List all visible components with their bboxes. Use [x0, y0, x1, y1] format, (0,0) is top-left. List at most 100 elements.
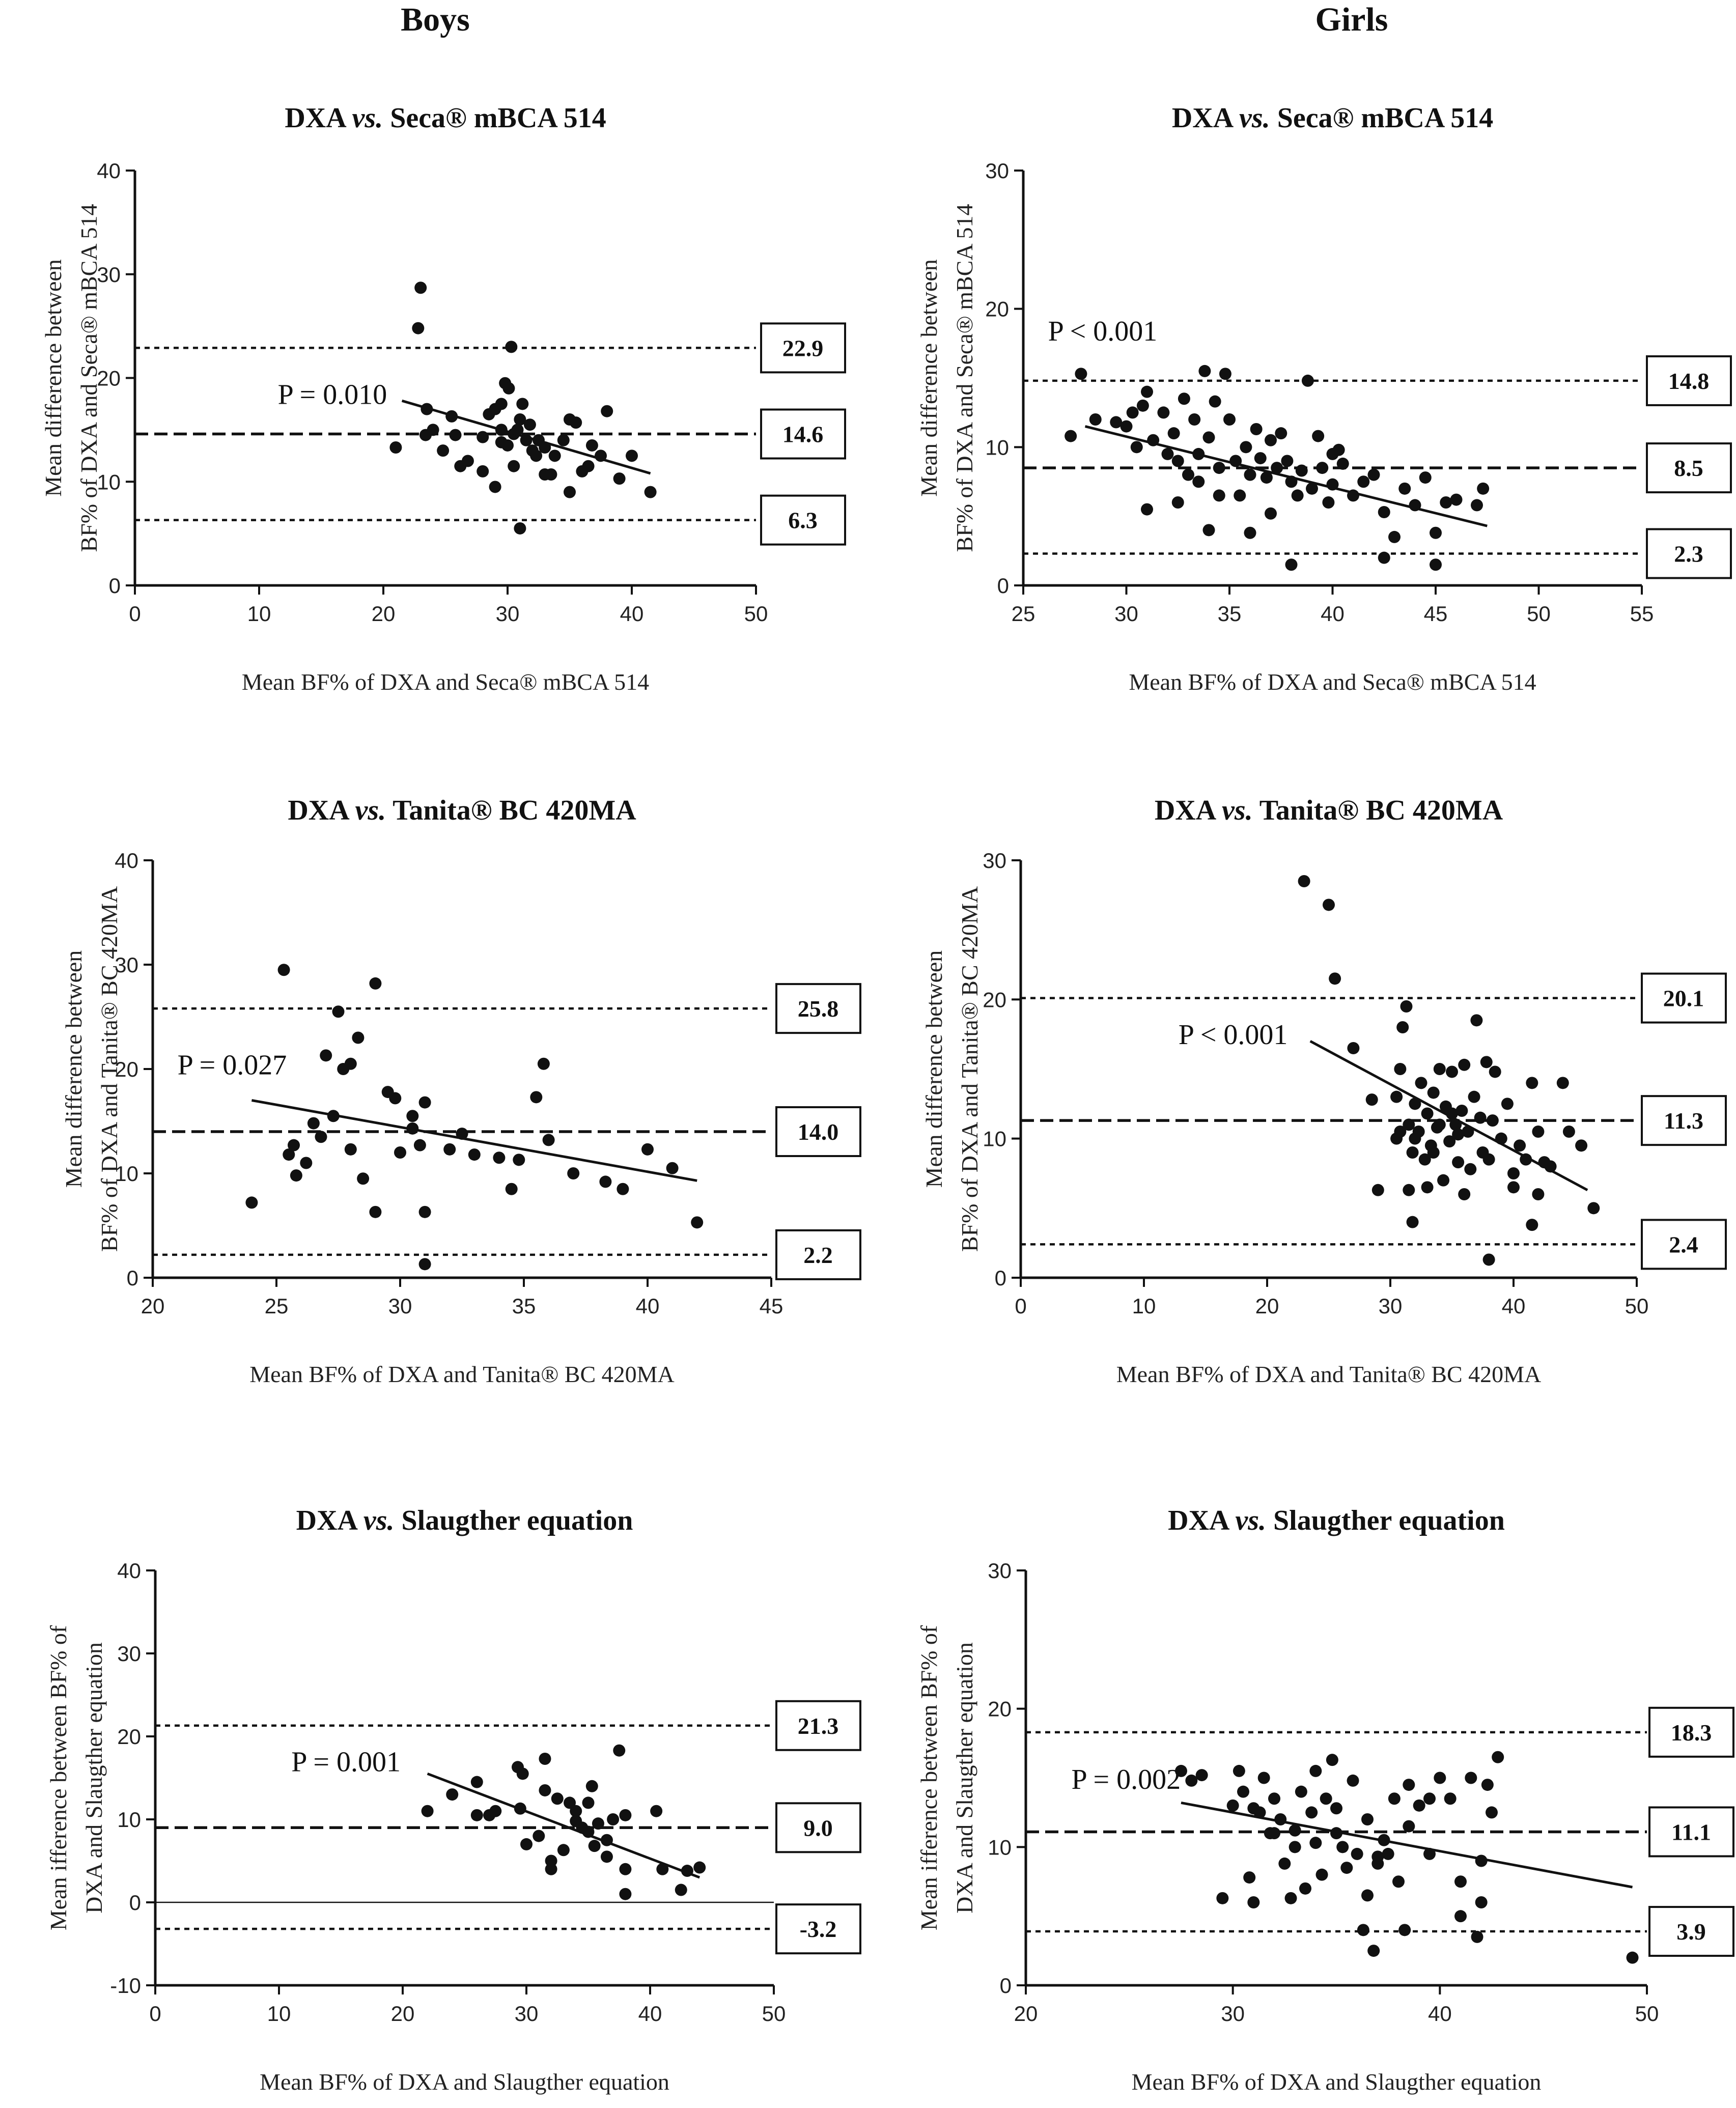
- y-tick-label: 40: [115, 849, 138, 873]
- data-point: [523, 418, 536, 431]
- data-point: [1556, 1077, 1569, 1089]
- x-tick-label: 0: [149, 2002, 161, 2026]
- x-tick-label: 20: [1255, 1294, 1279, 1318]
- y-axis-label-line-2: BF% of DXA and Seca® mBCA 514: [76, 204, 102, 552]
- lower-loa-label: 2.4: [1669, 1231, 1698, 1257]
- chart-title-vs: vs.: [355, 795, 386, 826]
- y-axis-label-line-2: DXA and Slaugther equation: [81, 1642, 107, 1914]
- mean-difference-box: [1646, 442, 1732, 494]
- data-point: [1406, 1216, 1419, 1228]
- data-point: [1471, 499, 1483, 512]
- data-point: [1330, 1802, 1342, 1815]
- data-point: [1315, 1868, 1328, 1881]
- data-point: [1316, 462, 1329, 474]
- data-point: [1562, 1126, 1575, 1138]
- data-point: [1147, 434, 1160, 446]
- y-tick-label: 30: [988, 1559, 1012, 1583]
- data-point: [1477, 482, 1490, 495]
- data-point: [1495, 1132, 1507, 1145]
- data-point: [1219, 368, 1231, 380]
- chart-title-prefix: DXA: [288, 795, 355, 826]
- data-point: [1403, 1118, 1415, 1131]
- data-point: [1223, 413, 1236, 426]
- x-tick-label: 30: [496, 602, 520, 626]
- data-point: [470, 1809, 483, 1821]
- data-point: [1110, 416, 1123, 429]
- data-point: [508, 460, 520, 472]
- data-point: [1329, 972, 1341, 985]
- data-point: [1198, 364, 1211, 377]
- data-point: [1378, 1834, 1390, 1846]
- data-point: [619, 1809, 632, 1821]
- data-point: [1465, 1772, 1477, 1784]
- data-point: [1394, 1063, 1407, 1075]
- data-point: [443, 1143, 456, 1156]
- data-point: [1281, 455, 1294, 467]
- data-point: [1323, 898, 1335, 911]
- data-point: [477, 465, 489, 477]
- data-point: [613, 1744, 626, 1757]
- data-point: [1382, 1847, 1394, 1860]
- data-point: [1130, 441, 1143, 454]
- y-tick-label: 0: [997, 574, 1009, 598]
- chart-title-method: Tanita® BC 420MA: [386, 795, 636, 826]
- data-point: [557, 434, 570, 446]
- y-axis-label-line-1: Mean ifference between BF% of: [916, 1625, 942, 1930]
- data-point: [1326, 478, 1339, 491]
- data-point: [412, 322, 425, 334]
- lower-loa-box: [1646, 528, 1732, 579]
- data-point: [1575, 1139, 1588, 1152]
- data-point: [1065, 430, 1077, 442]
- lower-loa-box: [1648, 1906, 1734, 1957]
- y-tick-label: 0: [995, 1266, 1006, 1290]
- data-point: [539, 1753, 551, 1765]
- data-point: [1229, 455, 1242, 467]
- y-tick-label: 40: [117, 1559, 141, 1583]
- x-tick-label: 20: [391, 2002, 415, 2026]
- data-point: [1357, 1924, 1369, 1936]
- data-point: [595, 449, 607, 462]
- data-point: [369, 1205, 382, 1218]
- data-point: [1388, 530, 1401, 543]
- data-point: [1243, 1871, 1256, 1884]
- y-axis-label-line-2: BF% of DXA and Tanita® BC 420MA: [96, 886, 122, 1252]
- y-tick-label: -10: [110, 1974, 141, 1998]
- data-point: [1454, 1910, 1467, 1923]
- data-point: [1182, 468, 1194, 481]
- data-point: [421, 1805, 434, 1817]
- data-point: [1452, 1128, 1465, 1141]
- data-point: [1202, 431, 1215, 444]
- mean-difference-box: [1641, 1095, 1727, 1146]
- x-axis-label: Mean BF% of DXA and Tanita® BC 420MA: [249, 1361, 675, 1387]
- y-tick-label: 0: [109, 574, 121, 598]
- data-point: [582, 1825, 595, 1838]
- data-point: [1254, 452, 1267, 465]
- chart-title: DXA vs. Tanita® BC 420MA: [288, 795, 636, 826]
- data-point: [1347, 489, 1359, 502]
- data-point: [1347, 1042, 1360, 1054]
- data-point: [327, 1110, 340, 1122]
- data-point: [437, 444, 450, 457]
- data-point: [389, 1092, 402, 1105]
- upper-loa-box: [775, 983, 861, 1034]
- data-point: [1458, 1188, 1471, 1200]
- lower-loa-label: 2.3: [1674, 541, 1703, 567]
- chart-title-vs: vs.: [363, 1505, 395, 1536]
- data-point: [1471, 1930, 1483, 1943]
- data-point: [1289, 1824, 1301, 1837]
- data-point: [675, 1884, 687, 1896]
- data-point: [1309, 1837, 1322, 1849]
- data-point: [539, 1784, 551, 1796]
- y-axis-label-line-1: Mean difference between: [61, 950, 87, 1188]
- data-point: [414, 282, 427, 294]
- data-point: [1455, 1105, 1468, 1117]
- x-axis-label: Mean BF% of DXA and Slaugther equation: [260, 2069, 669, 2095]
- data-point: [1213, 462, 1225, 474]
- data-point: [1423, 1792, 1436, 1805]
- regression-line: [427, 1773, 701, 1879]
- y-tick-label: 30: [985, 159, 1009, 183]
- data-point: [1216, 1892, 1229, 1904]
- data-point: [307, 1117, 320, 1130]
- y-tick-label: 20: [988, 1697, 1012, 1721]
- data-point: [1433, 1118, 1446, 1131]
